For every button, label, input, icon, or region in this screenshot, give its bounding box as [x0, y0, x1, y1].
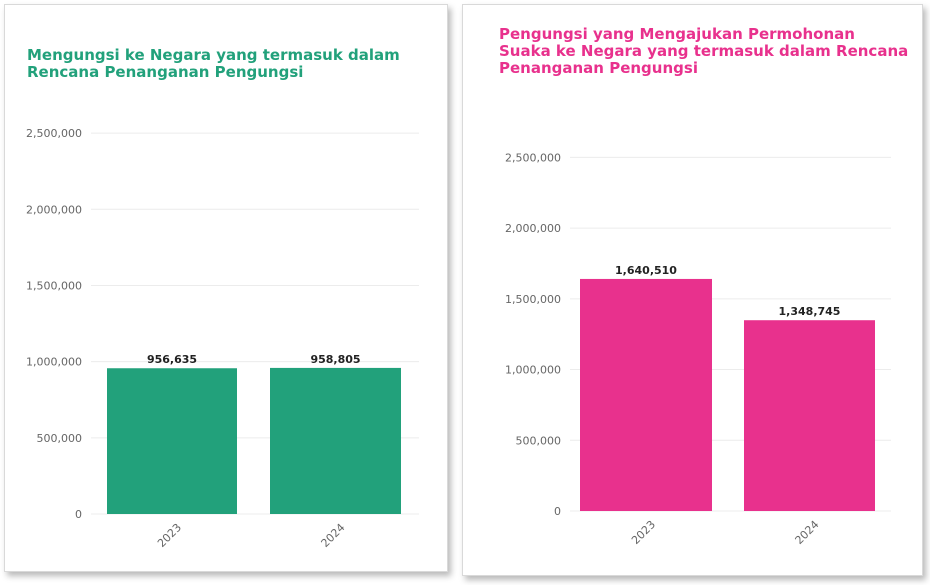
- chart-title: Pengungsi yang Mengajukan Permohonan Sua…: [499, 25, 909, 77]
- y-tick-label: 2,500,000: [505, 151, 561, 164]
- x-tick-label: 2023: [629, 518, 658, 547]
- bar: [107, 368, 237, 514]
- y-tick-label: 0: [75, 508, 82, 521]
- bar: [270, 367, 401, 514]
- chart-panel-refugees: Mengungsi ke Negara yang termasuk dalam …: [4, 4, 448, 572]
- x-tick-label: 2023: [155, 521, 184, 550]
- x-tick-label: 2024: [319, 521, 348, 550]
- bar-chart-refugees: 0 500,000 1,000,000 1,500,000 2,000,000 2,500…: [26, 127, 419, 550]
- bar-chart-asylum-seekers: 0 500,000 1,000,000 1,500,000 2,000,000 2,500…: [505, 151, 891, 547]
- data-label: 1,640,510: [615, 264, 677, 277]
- y-tick-label: 1,500,000: [505, 293, 561, 306]
- y-tick-label: 2,000,000: [26, 203, 82, 216]
- data-label: 1,348,745: [779, 305, 841, 318]
- x-tick-label: 2024: [793, 518, 822, 547]
- y-tick-label: 1,000,000: [505, 364, 561, 377]
- y-tick-label: 500,000: [37, 432, 83, 445]
- data-label: 956,635: [147, 353, 197, 366]
- bar: [744, 320, 875, 511]
- y-tick-label: 2,000,000: [505, 222, 561, 235]
- chart-panel-asylum-seekers: Pengungsi yang Mengajukan Permohonan Sua…: [462, 4, 923, 576]
- chart-title: Mengungsi ke Negara yang termasuk dalam …: [27, 46, 400, 81]
- y-tick-label: 1,000,000: [26, 356, 82, 369]
- data-label: 958,805: [310, 353, 360, 366]
- bar: [580, 278, 712, 511]
- y-tick-label: 0: [554, 505, 561, 518]
- y-tick-label: 1,500,000: [26, 279, 82, 292]
- y-tick-label: 500,000: [516, 434, 562, 447]
- y-tick-label: 2,500,000: [26, 127, 82, 140]
